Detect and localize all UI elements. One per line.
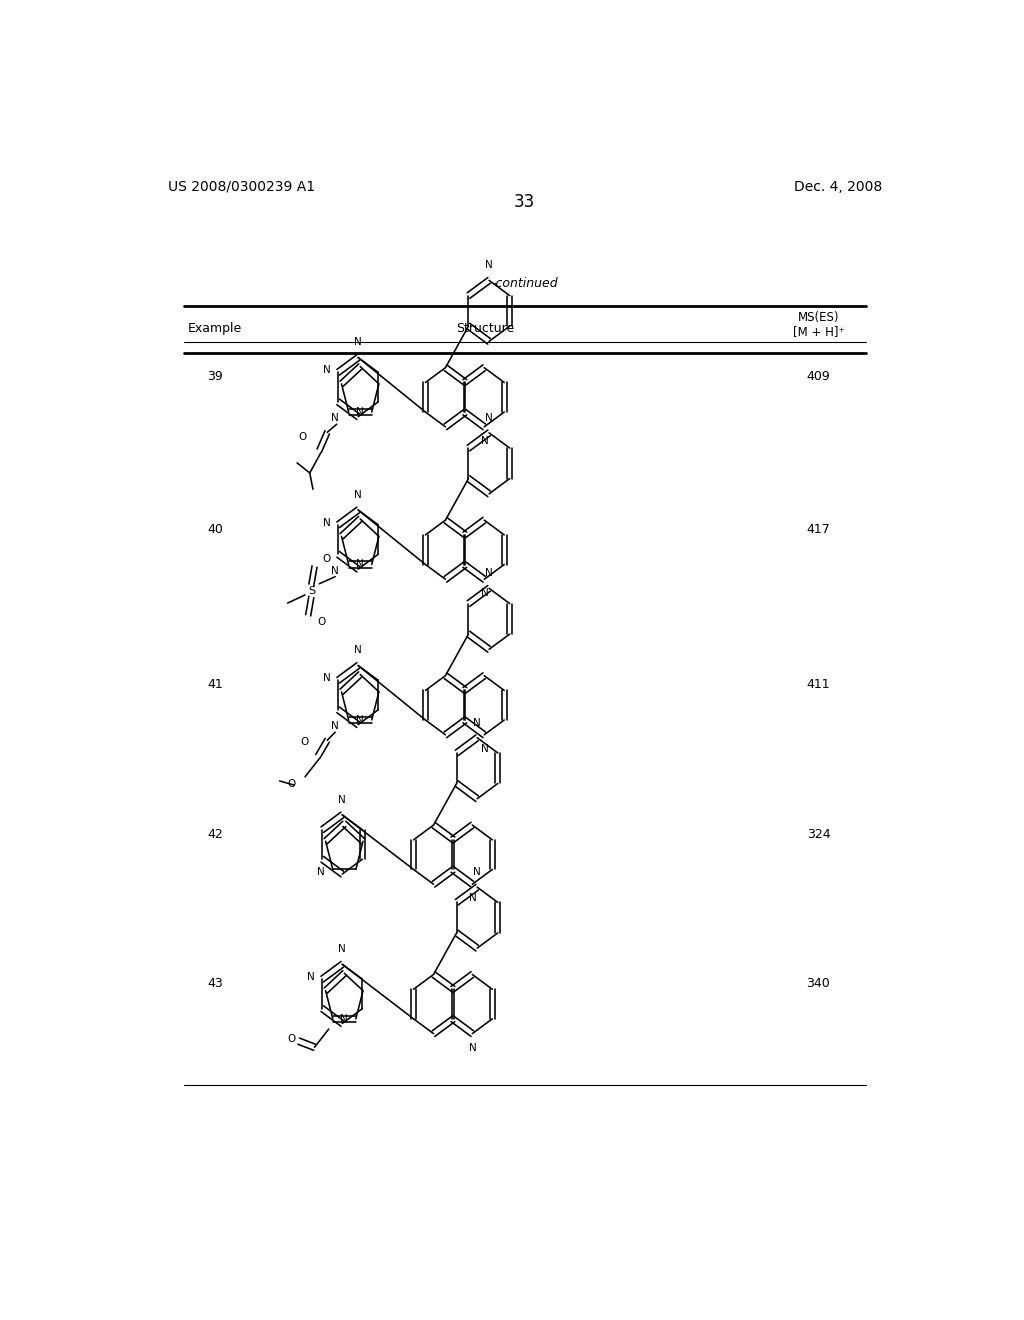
Text: [M + H]⁺: [M + H]⁺ bbox=[793, 325, 844, 338]
Text: N: N bbox=[354, 490, 362, 500]
Text: N: N bbox=[485, 260, 493, 271]
Text: N: N bbox=[354, 338, 362, 347]
Text: N: N bbox=[469, 1043, 477, 1053]
Text: N: N bbox=[338, 944, 346, 954]
Text: 409: 409 bbox=[807, 371, 830, 383]
Text: O: O bbox=[287, 779, 296, 789]
Text: N: N bbox=[485, 413, 493, 422]
Text: N: N bbox=[473, 867, 481, 876]
Text: N: N bbox=[356, 560, 364, 569]
Text: -continued: -continued bbox=[492, 277, 558, 290]
Text: 41: 41 bbox=[208, 678, 223, 692]
Text: O: O bbox=[300, 738, 308, 747]
Text: N: N bbox=[307, 972, 315, 982]
Text: MS(ES): MS(ES) bbox=[798, 312, 840, 325]
Text: N: N bbox=[356, 715, 364, 725]
Text: N: N bbox=[469, 894, 477, 903]
Text: N: N bbox=[481, 589, 488, 598]
Text: 324: 324 bbox=[807, 828, 830, 841]
Text: N: N bbox=[338, 795, 346, 805]
Text: N: N bbox=[473, 718, 481, 727]
Text: N: N bbox=[331, 413, 338, 424]
Text: Example: Example bbox=[188, 322, 243, 335]
Text: N: N bbox=[317, 867, 325, 878]
Text: N: N bbox=[481, 744, 488, 754]
Text: Structure: Structure bbox=[456, 322, 514, 335]
Text: US 2008/0300239 A1: US 2008/0300239 A1 bbox=[168, 180, 314, 194]
Text: 33: 33 bbox=[514, 193, 536, 211]
Text: N: N bbox=[324, 673, 331, 684]
Text: 417: 417 bbox=[807, 523, 830, 536]
Text: N: N bbox=[356, 407, 364, 417]
Text: N: N bbox=[331, 565, 338, 576]
Text: 411: 411 bbox=[807, 678, 830, 692]
Text: N: N bbox=[331, 721, 338, 731]
Text: S: S bbox=[308, 586, 315, 595]
Text: N: N bbox=[481, 436, 488, 446]
Text: 42: 42 bbox=[208, 828, 223, 841]
Text: O: O bbox=[323, 554, 331, 565]
Text: O: O bbox=[298, 433, 306, 442]
Text: N: N bbox=[324, 517, 331, 528]
Text: O: O bbox=[317, 618, 326, 627]
Text: O: O bbox=[287, 1034, 296, 1044]
Text: 40: 40 bbox=[207, 523, 223, 536]
Text: 340: 340 bbox=[807, 977, 830, 990]
Text: N: N bbox=[485, 568, 493, 578]
Text: 43: 43 bbox=[208, 977, 223, 990]
Text: N: N bbox=[340, 1014, 348, 1024]
Text: Dec. 4, 2008: Dec. 4, 2008 bbox=[794, 180, 882, 194]
Text: N: N bbox=[354, 645, 362, 655]
Text: 39: 39 bbox=[208, 371, 223, 383]
Text: N: N bbox=[324, 366, 331, 375]
